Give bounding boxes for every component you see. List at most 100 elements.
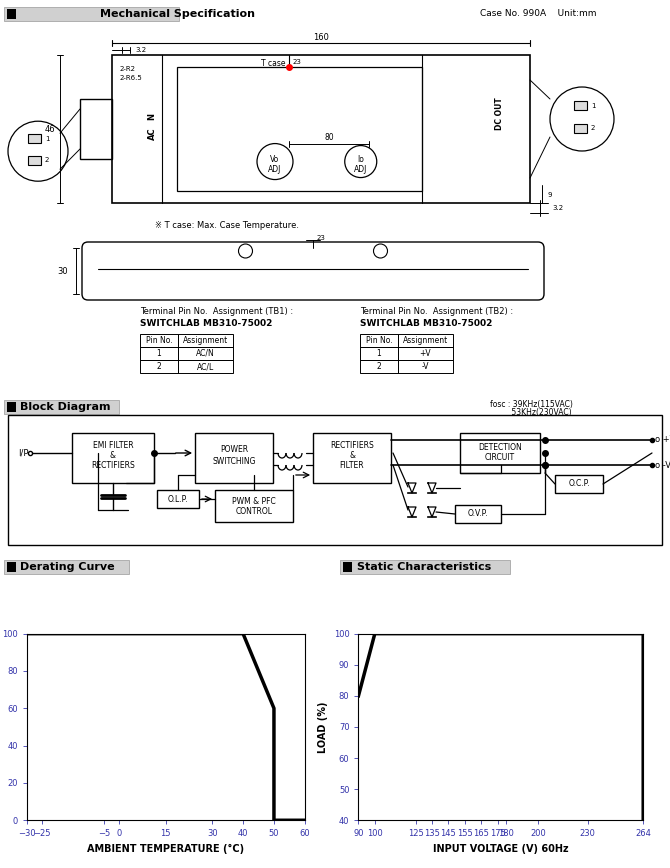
Text: Terminal Pin No.  Assignment (TB2) :: Terminal Pin No. Assignment (TB2) :	[360, 307, 513, 317]
Bar	[343, 562, 352, 572]
Text: SWITCHLAB MB310-75002: SWITCHLAB MB310-75002	[140, 319, 273, 327]
Bar	[140, 360, 178, 373]
Bar	[555, 475, 603, 493]
Text: O.L.P.: O.L.P.	[168, 495, 188, 503]
Text: 2: 2	[591, 125, 596, 131]
Text: SWITCHING: SWITCHING	[212, 457, 256, 465]
Bar	[7, 9, 16, 19]
Text: 2: 2	[157, 362, 161, 371]
Text: FILTER: FILTER	[340, 461, 364, 470]
Text: 23: 23	[317, 235, 326, 241]
Text: CIRCUIT: CIRCUIT	[485, 452, 515, 462]
Text: 53KHz(230VAC): 53KHz(230VAC)	[490, 409, 572, 418]
Text: AC/N: AC/N	[196, 349, 215, 358]
Text: Pin No.: Pin No.	[145, 336, 172, 345]
Bar	[340, 560, 510, 574]
Bar	[8, 415, 662, 545]
Text: &: &	[110, 450, 116, 459]
Bar	[4, 400, 119, 414]
Bar	[574, 101, 587, 110]
Bar	[360, 360, 398, 373]
Text: CONTROL: CONTROL	[235, 508, 273, 516]
Text: 1: 1	[591, 103, 596, 109]
Text: Mechanical Specification: Mechanical Specification	[100, 9, 255, 19]
Bar	[455, 505, 501, 523]
Bar	[398, 334, 453, 347]
Text: ※ T case: Max. Case Temperature.: ※ T case: Max. Case Temperature.	[155, 220, 299, 229]
Text: SWITCHLAB MB310-75002: SWITCHLAB MB310-75002	[360, 319, 492, 327]
Text: &: &	[349, 450, 355, 459]
Bar	[178, 334, 233, 347]
Bar	[178, 360, 233, 373]
Text: I/P: I/P	[18, 449, 29, 457]
Text: Terminal Pin No.  Assignment (TB1) :: Terminal Pin No. Assignment (TB1) :	[140, 307, 293, 317]
Text: o -V: o -V	[655, 461, 670, 470]
Y-axis label: LOAD (%): LOAD (%)	[318, 701, 328, 753]
Text: 1: 1	[45, 136, 50, 142]
X-axis label: AMBIENT TEMPERATURE (°C): AMBIENT TEMPERATURE (°C)	[87, 844, 245, 854]
Text: N: N	[147, 114, 157, 121]
Text: 2: 2	[377, 362, 381, 371]
Text: EMI FILTER: EMI FILTER	[92, 440, 133, 450]
Bar	[313, 433, 391, 483]
Text: T case: T case	[261, 58, 285, 68]
Bar	[177, 67, 422, 191]
Text: 1: 1	[377, 349, 381, 358]
Text: Io: Io	[357, 155, 364, 164]
Bar	[28, 156, 41, 165]
Bar	[80, 99, 112, 159]
Text: -V: -V	[421, 362, 429, 371]
Text: o +V: o +V	[655, 436, 670, 444]
Bar	[140, 334, 178, 347]
Bar	[195, 433, 273, 483]
Text: 160: 160	[313, 34, 329, 43]
Text: 2: 2	[45, 157, 50, 163]
Text: O.V.P.: O.V.P.	[468, 510, 488, 518]
Text: Vo: Vo	[271, 155, 279, 164]
Text: RECTIFIERS: RECTIFIERS	[330, 440, 374, 450]
Bar	[574, 124, 587, 133]
Text: 2-R2: 2-R2	[120, 66, 136, 72]
Text: 1: 1	[157, 349, 161, 358]
Text: fosc : 39KHz(115VAC): fosc : 39KHz(115VAC)	[490, 399, 573, 409]
Bar	[398, 347, 453, 360]
Text: +V: +V	[419, 349, 431, 358]
Bar	[28, 135, 41, 143]
Text: POWER: POWER	[220, 445, 248, 455]
X-axis label: INPUT VOLTAGE (V) 60Hz: INPUT VOLTAGE (V) 60Hz	[433, 844, 569, 854]
Text: PWM & PFC: PWM & PFC	[232, 497, 276, 507]
Bar	[398, 360, 453, 373]
Text: RECTIFIERS: RECTIFIERS	[91, 461, 135, 470]
Bar	[140, 347, 178, 360]
Bar	[460, 433, 540, 473]
Text: 46: 46	[44, 124, 55, 134]
Bar	[7, 562, 16, 572]
Text: Assignment: Assignment	[183, 336, 228, 345]
Text: 9: 9	[548, 192, 553, 198]
Text: Derating Curve: Derating Curve	[20, 562, 115, 572]
Text: 80: 80	[324, 134, 334, 142]
Bar	[7, 402, 16, 412]
Bar	[215, 490, 293, 522]
Bar	[4, 7, 179, 21]
Text: Assignment: Assignment	[403, 336, 448, 345]
Text: 23: 23	[293, 59, 302, 65]
Bar	[360, 347, 398, 360]
Bar	[4, 560, 129, 574]
Text: AC/L: AC/L	[197, 362, 214, 371]
Text: AC: AC	[147, 128, 157, 141]
Bar	[157, 490, 199, 508]
Text: Static Characteristics: Static Characteristics	[357, 562, 491, 572]
Text: DC OUT: DC OUT	[496, 97, 505, 130]
Bar	[112, 55, 530, 203]
Bar	[178, 347, 233, 360]
Text: 3.2: 3.2	[552, 205, 563, 211]
Text: Block Diagram: Block Diagram	[20, 402, 111, 412]
Text: 2-R6.5: 2-R6.5	[120, 75, 143, 81]
Bar	[72, 433, 154, 483]
Bar	[360, 334, 398, 347]
Text: Pin No.: Pin No.	[366, 336, 393, 345]
Text: O.C.P.: O.C.P.	[568, 479, 590, 489]
Text: DETECTION: DETECTION	[478, 443, 522, 451]
Text: Case No. 990A    Unit:mm: Case No. 990A Unit:mm	[480, 10, 596, 18]
